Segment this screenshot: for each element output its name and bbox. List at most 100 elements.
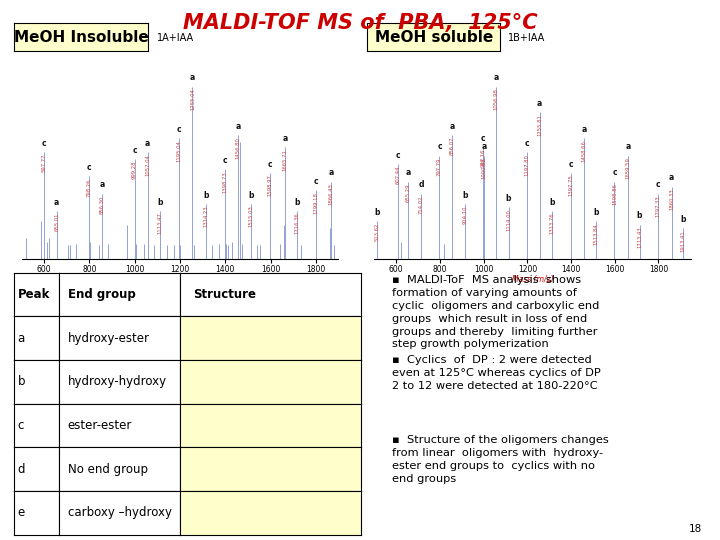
Text: 1314.23: 1314.23 — [203, 206, 208, 227]
Text: b: b — [248, 191, 254, 200]
Text: a: a — [493, 73, 499, 82]
Text: No end group: No end group — [68, 463, 148, 476]
X-axis label: Mass (m/z): Mass (m/z) — [159, 275, 201, 284]
Text: c: c — [525, 139, 529, 148]
Text: 1B+IAA: 1B+IAA — [508, 33, 545, 43]
Text: ▪  Structure of the oligomers changes
from linear  oligomers with  hydroxy-
este: ▪ Structure of the oligomers changes fro… — [392, 435, 609, 484]
Text: b: b — [462, 191, 467, 200]
Text: Peak: Peak — [17, 288, 50, 301]
Text: 1866.43: 1866.43 — [328, 183, 333, 205]
Text: 1799.18: 1799.18 — [313, 192, 318, 214]
X-axis label: Mass (m/z): Mass (m/z) — [512, 275, 554, 284]
Text: 1313.76: 1313.76 — [549, 213, 554, 234]
Text: b: b — [636, 211, 642, 220]
Text: c: c — [268, 160, 273, 168]
Text: a: a — [581, 125, 587, 134]
Text: d: d — [418, 180, 424, 190]
Text: c: c — [437, 143, 442, 151]
Text: 1057.04: 1057.04 — [145, 154, 150, 176]
Text: a: a — [54, 198, 59, 206]
Text: c: c — [132, 146, 137, 155]
Text: ester-ester: ester-ester — [68, 419, 132, 432]
Text: a: a — [190, 73, 195, 82]
Text: MeOH Insoluble: MeOH Insoluble — [14, 30, 148, 45]
Text: d: d — [17, 463, 25, 476]
Text: b: b — [374, 208, 380, 217]
Text: b: b — [505, 194, 511, 203]
Text: c: c — [612, 168, 617, 177]
Text: b: b — [593, 208, 598, 217]
Text: 1860.33: 1860.33 — [669, 188, 674, 210]
Text: c: c — [313, 177, 318, 186]
Text: c: c — [655, 180, 660, 190]
Text: 714.02: 714.02 — [418, 195, 423, 214]
Text: 1113.47: 1113.47 — [158, 213, 163, 234]
Text: b: b — [680, 215, 686, 224]
Text: b: b — [17, 375, 25, 388]
Text: 1398.73: 1398.73 — [222, 171, 228, 193]
Text: 1913.41: 1913.41 — [680, 230, 685, 252]
Text: 597.77: 597.77 — [41, 154, 46, 172]
Text: c: c — [481, 134, 485, 143]
Text: 1515.03: 1515.03 — [249, 206, 253, 227]
Text: 18: 18 — [689, 523, 702, 534]
Text: b: b — [158, 198, 163, 206]
Text: a: a — [328, 168, 333, 177]
Text: MALDI-TOF MS of  PBA,  125°C: MALDI-TOF MS of PBA, 125°C — [183, 14, 537, 33]
Text: 997.16: 997.16 — [480, 148, 485, 167]
Text: ▪  Cyclics  of  DP : 2 were detected
even at 125°C whereas cyclics of DP
2 to 12: ▪ Cyclics of DP : 2 were detected even a… — [392, 355, 601, 391]
Text: a: a — [449, 122, 455, 131]
Text: 1716.36: 1716.36 — [294, 213, 300, 234]
Text: 1458.66: 1458.66 — [581, 140, 586, 162]
Text: a: a — [145, 139, 150, 148]
Text: 1598.97: 1598.97 — [268, 174, 273, 197]
Text: 1659.59: 1659.59 — [625, 157, 630, 179]
Text: a: a — [283, 134, 288, 143]
Text: 999.28: 999.28 — [132, 161, 137, 179]
Text: b: b — [549, 198, 555, 206]
Text: 856.07: 856.07 — [450, 137, 455, 155]
Text: hydroxy-ester: hydroxy-ester — [68, 332, 150, 345]
Text: 1255.81: 1255.81 — [537, 114, 542, 136]
Text: a: a — [625, 143, 631, 151]
Text: 1665.71: 1665.71 — [283, 148, 288, 171]
Text: c: c — [222, 156, 228, 165]
Text: 1598.86: 1598.86 — [612, 183, 617, 205]
Text: 1255.04: 1255.04 — [190, 89, 195, 110]
Text: a: a — [481, 143, 487, 151]
Text: hydroxy-hydroxy: hydroxy-hydroxy — [68, 375, 166, 388]
Text: 1A+IAA: 1A+IAA — [157, 33, 194, 43]
Text: MeOH soluble: MeOH soluble — [374, 30, 493, 45]
Text: 1397.75: 1397.75 — [568, 174, 573, 197]
Text: a: a — [405, 168, 411, 177]
Text: c: c — [395, 151, 400, 160]
Text: b: b — [203, 191, 209, 200]
Text: c: c — [42, 139, 46, 148]
Text: End group: End group — [68, 288, 135, 301]
Text: c: c — [568, 160, 573, 168]
Text: b: b — [294, 198, 300, 206]
Text: e: e — [17, 507, 24, 519]
Text: a: a — [537, 99, 542, 108]
Text: c: c — [176, 125, 181, 134]
Text: a: a — [17, 332, 24, 345]
Text: 1000.88: 1000.88 — [482, 157, 486, 179]
Text: 607.44: 607.44 — [395, 166, 400, 185]
Text: 655.29: 655.29 — [406, 183, 411, 202]
Text: 914.10: 914.10 — [462, 206, 467, 224]
Text: 1056.98: 1056.98 — [494, 89, 498, 110]
Text: 798.26: 798.26 — [86, 178, 91, 197]
Text: 1513.84: 1513.84 — [593, 223, 598, 245]
Text: ▪  MALDI-ToF  MS analysis  shows
formation of varying amounts of
cyclic  oligome: ▪ MALDI-ToF MS analysis shows formation … — [392, 275, 600, 349]
Text: a: a — [235, 122, 240, 131]
Text: c: c — [17, 419, 24, 432]
Text: carboxy –hydroxy: carboxy –hydroxy — [68, 507, 171, 519]
Text: 513.62: 513.62 — [375, 223, 380, 241]
Text: a: a — [99, 180, 105, 190]
Text: 856.30: 856.30 — [100, 195, 104, 214]
Text: 1456.80: 1456.80 — [235, 137, 240, 159]
Text: 1713.43: 1713.43 — [637, 226, 642, 248]
Text: a: a — [669, 173, 674, 183]
Text: 1114.00: 1114.00 — [506, 209, 511, 231]
Text: 797.79: 797.79 — [437, 157, 442, 176]
